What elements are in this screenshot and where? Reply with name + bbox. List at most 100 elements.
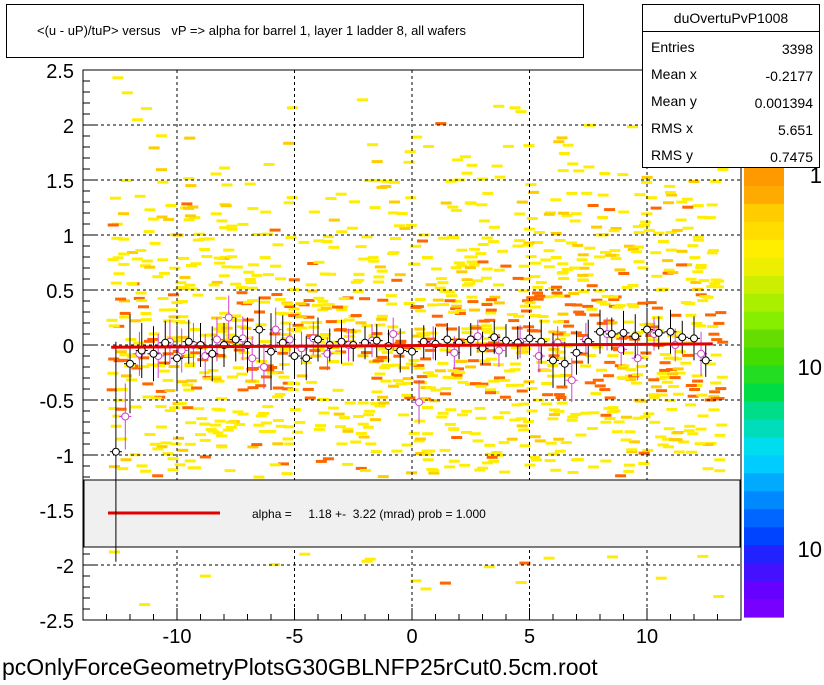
histogram-bin xyxy=(575,312,587,316)
histogram-bin xyxy=(184,214,196,218)
histogram-bin xyxy=(185,421,197,425)
histogram-bin xyxy=(271,293,283,296)
histogram-bin xyxy=(109,550,120,554)
histogram-bin xyxy=(708,408,720,412)
histogram-bin xyxy=(419,333,431,337)
histogram-bin xyxy=(343,318,355,322)
histogram-bin xyxy=(515,581,527,584)
histogram-bin xyxy=(673,450,685,454)
histogram-bin xyxy=(586,307,598,311)
histogram-bin xyxy=(338,416,350,420)
histogram-bin xyxy=(481,267,493,271)
histogram-bin xyxy=(526,409,538,413)
histogram-bin xyxy=(439,448,451,452)
histogram-bin xyxy=(413,439,425,443)
histogram-bin xyxy=(676,200,688,204)
histogram-bin xyxy=(306,380,318,384)
histogram-bin xyxy=(319,366,331,370)
histogram-bin xyxy=(540,258,552,262)
histogram-bin xyxy=(367,256,379,260)
histogram-bin xyxy=(450,266,462,270)
histogram-bin xyxy=(607,406,619,410)
histogram-bin xyxy=(186,264,197,267)
histogram-bin xyxy=(392,379,404,383)
histogram-bin xyxy=(609,409,621,413)
profile-point-alt xyxy=(323,349,332,358)
histogram-bin xyxy=(467,300,479,304)
histogram-bin xyxy=(451,373,463,377)
histogram-bin xyxy=(210,212,222,216)
histogram-bin xyxy=(210,375,222,379)
histogram-bin xyxy=(469,247,480,251)
y-tick-label: 1.5 xyxy=(46,171,74,193)
fit-legend-box: alpha = 1.18 +- 3.22 (mrad) prob = 1.000 xyxy=(83,479,741,548)
histogram-bin xyxy=(361,235,373,239)
histogram-bin xyxy=(484,443,496,447)
histogram-bin xyxy=(374,323,386,327)
histogram-bin xyxy=(633,398,645,402)
histogram-bin xyxy=(222,428,234,432)
histogram-bin xyxy=(672,367,684,371)
histogram-bin xyxy=(681,197,693,201)
palette-cell xyxy=(744,527,784,546)
histogram-bin xyxy=(523,144,535,148)
histogram-bin xyxy=(144,265,156,269)
y-tick-label: -2 xyxy=(56,556,74,578)
histogram-bin xyxy=(586,284,598,288)
histogram-bin xyxy=(159,271,170,275)
color-palette-bar: 1 10 10 xyxy=(744,163,822,618)
histogram-bin xyxy=(223,248,235,252)
palette-cell xyxy=(744,168,784,187)
histogram-bin xyxy=(512,276,524,280)
histogram-bin xyxy=(623,469,635,473)
histogram-bin xyxy=(485,298,497,302)
histogram-bin xyxy=(597,216,608,219)
histogram-bin xyxy=(457,413,468,417)
histogram-bin xyxy=(131,118,143,122)
histogram-bin xyxy=(638,451,650,455)
histogram-bin xyxy=(303,315,315,319)
histogram-bin xyxy=(599,388,611,392)
histogram-bin xyxy=(704,362,716,366)
histogram-bin xyxy=(370,179,382,183)
histogram-bin xyxy=(484,318,496,322)
histogram-bin xyxy=(288,278,300,282)
histogram-bin xyxy=(469,324,481,328)
histogram-bin xyxy=(616,376,628,380)
histogram-bin xyxy=(263,368,275,372)
histogram-bin xyxy=(616,336,628,340)
profile-point xyxy=(372,336,381,345)
profile-point-alt xyxy=(697,349,706,358)
histogram-bin xyxy=(582,304,594,308)
histogram-bin xyxy=(548,354,560,358)
histogram-bin xyxy=(486,349,498,353)
histogram-bin xyxy=(263,273,274,277)
histogram-bin xyxy=(461,430,472,434)
histogram-bin xyxy=(414,298,426,301)
histogram-bin xyxy=(240,326,252,330)
histogram-bin xyxy=(140,469,152,473)
histogram-bin xyxy=(155,405,167,409)
histogram-bin xyxy=(353,273,365,277)
histogram-bin xyxy=(135,249,147,252)
histogram-bin xyxy=(550,468,562,472)
histogram-bin xyxy=(451,436,463,439)
histogram-bin xyxy=(485,357,497,361)
histogram-bin xyxy=(560,373,572,377)
histogram-bin xyxy=(429,399,441,403)
histogram-bin xyxy=(399,227,411,230)
histogram-bin xyxy=(695,293,707,297)
histogram-bin xyxy=(509,362,521,366)
histogram-bin xyxy=(357,354,369,358)
histogram-bin xyxy=(678,440,690,444)
histogram-bin xyxy=(315,459,327,463)
histogram-bin xyxy=(171,301,183,305)
histogram-bin xyxy=(278,375,290,379)
palette-cell xyxy=(744,491,784,510)
histogram-bin xyxy=(259,256,271,260)
histogram-bin xyxy=(408,431,420,435)
histogram-bin xyxy=(445,179,457,183)
histogram-bin xyxy=(390,348,402,352)
palette-cell xyxy=(744,581,784,600)
histogram-bin xyxy=(573,169,585,173)
